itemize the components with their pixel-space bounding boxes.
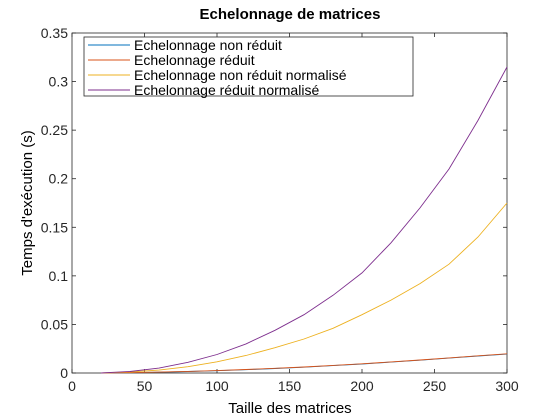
x-tick-label: 250 (423, 378, 447, 394)
x-tick-label: 0 (68, 378, 76, 394)
legend-label: Echelonnage réduit (134, 52, 255, 68)
y-axis-label: Temps d'exécution (s) (19, 130, 36, 275)
y-tick-label: 0.3 (49, 74, 69, 90)
y-tick-label: 0.35 (41, 25, 68, 41)
y-tick-label: 0 (60, 365, 68, 381)
x-tick-label: 150 (278, 378, 302, 394)
x-tick-label: 300 (495, 378, 519, 394)
series-line-2 (100, 353, 508, 374)
legend-box (83, 36, 414, 97)
y-tick-label: 0.25 (41, 122, 68, 138)
legend-label: Echelonnage réduit normalisé (134, 82, 319, 98)
x-axis-label: Taille des matrices (228, 400, 351, 417)
series-lines (100, 66, 508, 374)
x-tick-label: 50 (137, 378, 153, 394)
y-tick-label: 0.15 (41, 219, 68, 235)
series-line-4 (100, 66, 508, 374)
x-tick-label: 200 (350, 378, 374, 394)
chart-title: Echelonnage de matrices (200, 6, 381, 23)
legend-label: Echelonnage non réduit normalisé (134, 67, 347, 83)
y-tick-label: 0.1 (49, 268, 69, 284)
y-tick-label: 0.2 (49, 171, 69, 187)
y-axis: 0 0.05 0.1 0.15 0.2 0.25 0.3 0.35 (41, 25, 507, 381)
x-axis: 0 50 100 150 200 250 300 (68, 33, 519, 394)
x-tick-label: 100 (205, 378, 229, 394)
legend-label: Echelonnage non réduit (134, 37, 282, 53)
series-line-3 (100, 202, 508, 374)
y-tick-label: 0.05 (41, 316, 68, 332)
